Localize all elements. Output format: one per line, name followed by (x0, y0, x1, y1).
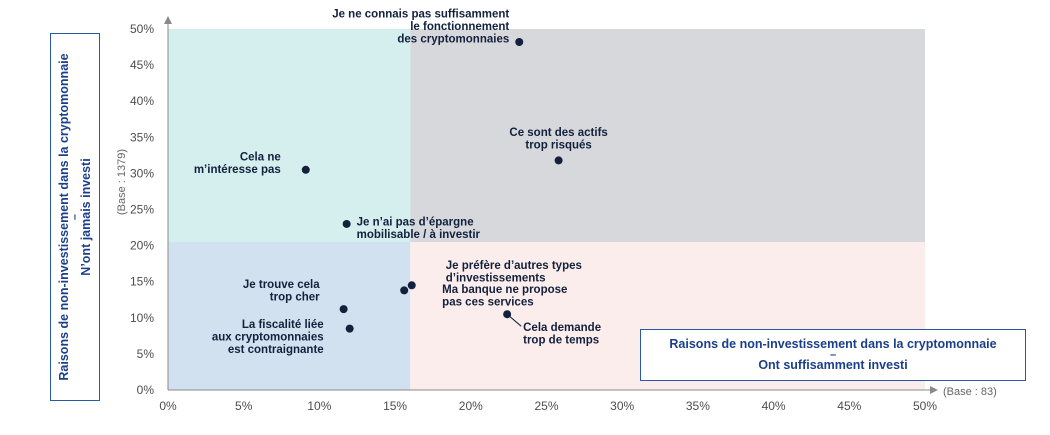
data-point-label-line: est contraignante (228, 344, 324, 356)
x-tick-label: 50% (913, 399, 937, 413)
data-point-label-line: des cryptomonnaies (397, 33, 509, 45)
y-tick-label: 45% (130, 58, 154, 72)
data-point (400, 286, 409, 295)
data-point (339, 305, 348, 314)
data-point-label: Je n’ai pas d’épargne mobilisable / à inv… (357, 217, 481, 242)
y-tick-label: 15% (130, 275, 154, 289)
data-point (407, 281, 416, 290)
data-point-label: Je trouve cela trop cher (243, 279, 320, 304)
x-tick-label: 0% (159, 399, 177, 413)
y-tick-label: 35% (130, 130, 154, 144)
y-axis-title-dash: – (69, 213, 81, 221)
x-tick-label: 40% (762, 399, 786, 413)
label-connector (506, 313, 522, 327)
data-point-label-line: d’investissements (446, 273, 546, 285)
x-axis-title-dash: – (829, 349, 837, 361)
data-point-label: Cela ne m’intéresse pas (194, 152, 281, 177)
data-point-label-line: Cela demande (523, 322, 601, 334)
data-point-label-line: Ce sont des actifs (509, 127, 607, 139)
x-axis-title-line-1: Raisons de non-investissement dans la cr… (669, 337, 997, 351)
x-axis-title-box: Raisons de non-investissement dans la cr… (640, 329, 1026, 381)
data-point (554, 156, 563, 165)
x-tick-label: 35% (686, 399, 710, 413)
y-axis-arrow (164, 16, 172, 24)
data-point (301, 165, 310, 174)
quadrant-top-left (168, 29, 411, 242)
data-point (342, 219, 351, 228)
data-point-label-line: trop cher (270, 291, 320, 303)
data-point (345, 324, 354, 333)
quadrant-top-right (410, 29, 925, 242)
y-tick-label: 50% (130, 22, 154, 36)
x-tick-label: 5% (235, 399, 253, 413)
data-point-label: Cela demande trop de temps (523, 322, 601, 347)
x-tick-label: 45% (837, 399, 861, 413)
x-axis-title-line-2: Ont suffisamment investi (758, 358, 908, 372)
data-point-label-line: mobilisable / à investir (357, 229, 481, 241)
y-axis-title: Raisons de non-investissement dans la cr… (57, 37, 93, 397)
x-tick-label: 25% (534, 399, 558, 413)
data-point-label-line: Ma banque ne propose (442, 284, 567, 296)
x-tick-label: 30% (610, 399, 634, 413)
y-axis-title-line-2: N’ont jamais investi (79, 158, 93, 276)
data-point-label-line: trop de temps (523, 334, 599, 346)
data-point-label-line: le fonctionnement (410, 21, 509, 33)
data-point-label-line: Je préfère d’autres types (446, 260, 582, 272)
data-point-label: Je ne connais pas suffisamment le fonctio… (332, 8, 509, 45)
data-point-label-line: trop risqués (525, 140, 591, 152)
y-tick-label: 10% (130, 311, 154, 325)
x-base-note: (Base : 83) (943, 386, 997, 398)
data-point-label: La fiscalité liée aux cryptomonnaies est c… (212, 319, 324, 356)
x-tick-label: 20% (459, 399, 483, 413)
data-point-label-line: pas ces services (442, 297, 533, 309)
data-point (515, 37, 524, 46)
x-tick-label: 15% (383, 399, 407, 413)
x-tick-label: 10% (307, 399, 331, 413)
y-axis-title-box: Raisons de non-investissement dans la cr… (50, 33, 100, 401)
data-point-label: Je préfère d’autres types d’investissemen… (446, 260, 582, 285)
data-point-label-line: Je n’ai pas d’épargne (357, 217, 474, 229)
y-base-note: (Base : 1379) (116, 148, 128, 215)
data-point-label-line: m’intéresse pas (194, 164, 281, 176)
quadrant-bottom-left (168, 241, 411, 390)
data-point-label-line: aux cryptomonnaies (212, 332, 324, 344)
y-tick-label: 40% (130, 94, 154, 108)
y-tick-label: 0% (137, 383, 155, 397)
y-tick-label: 25% (130, 203, 154, 217)
data-point-label-line: Je ne connais pas suffisamment (332, 8, 509, 20)
y-tick-label: 5% (137, 347, 155, 361)
x-axis-arrow (930, 386, 938, 394)
data-point-label: Ce sont des actifs trop risqués (509, 127, 607, 152)
y-tick-label: 20% (130, 239, 154, 253)
data-point-label-line: La fiscalité liée (242, 319, 324, 331)
y-tick-label: 30% (130, 166, 154, 180)
data-point-label: Ma banque ne propose pas ces services (442, 284, 567, 309)
data-point-label-line: Je trouve cela (243, 279, 320, 291)
data-point-label-line: Cela ne (240, 152, 281, 164)
